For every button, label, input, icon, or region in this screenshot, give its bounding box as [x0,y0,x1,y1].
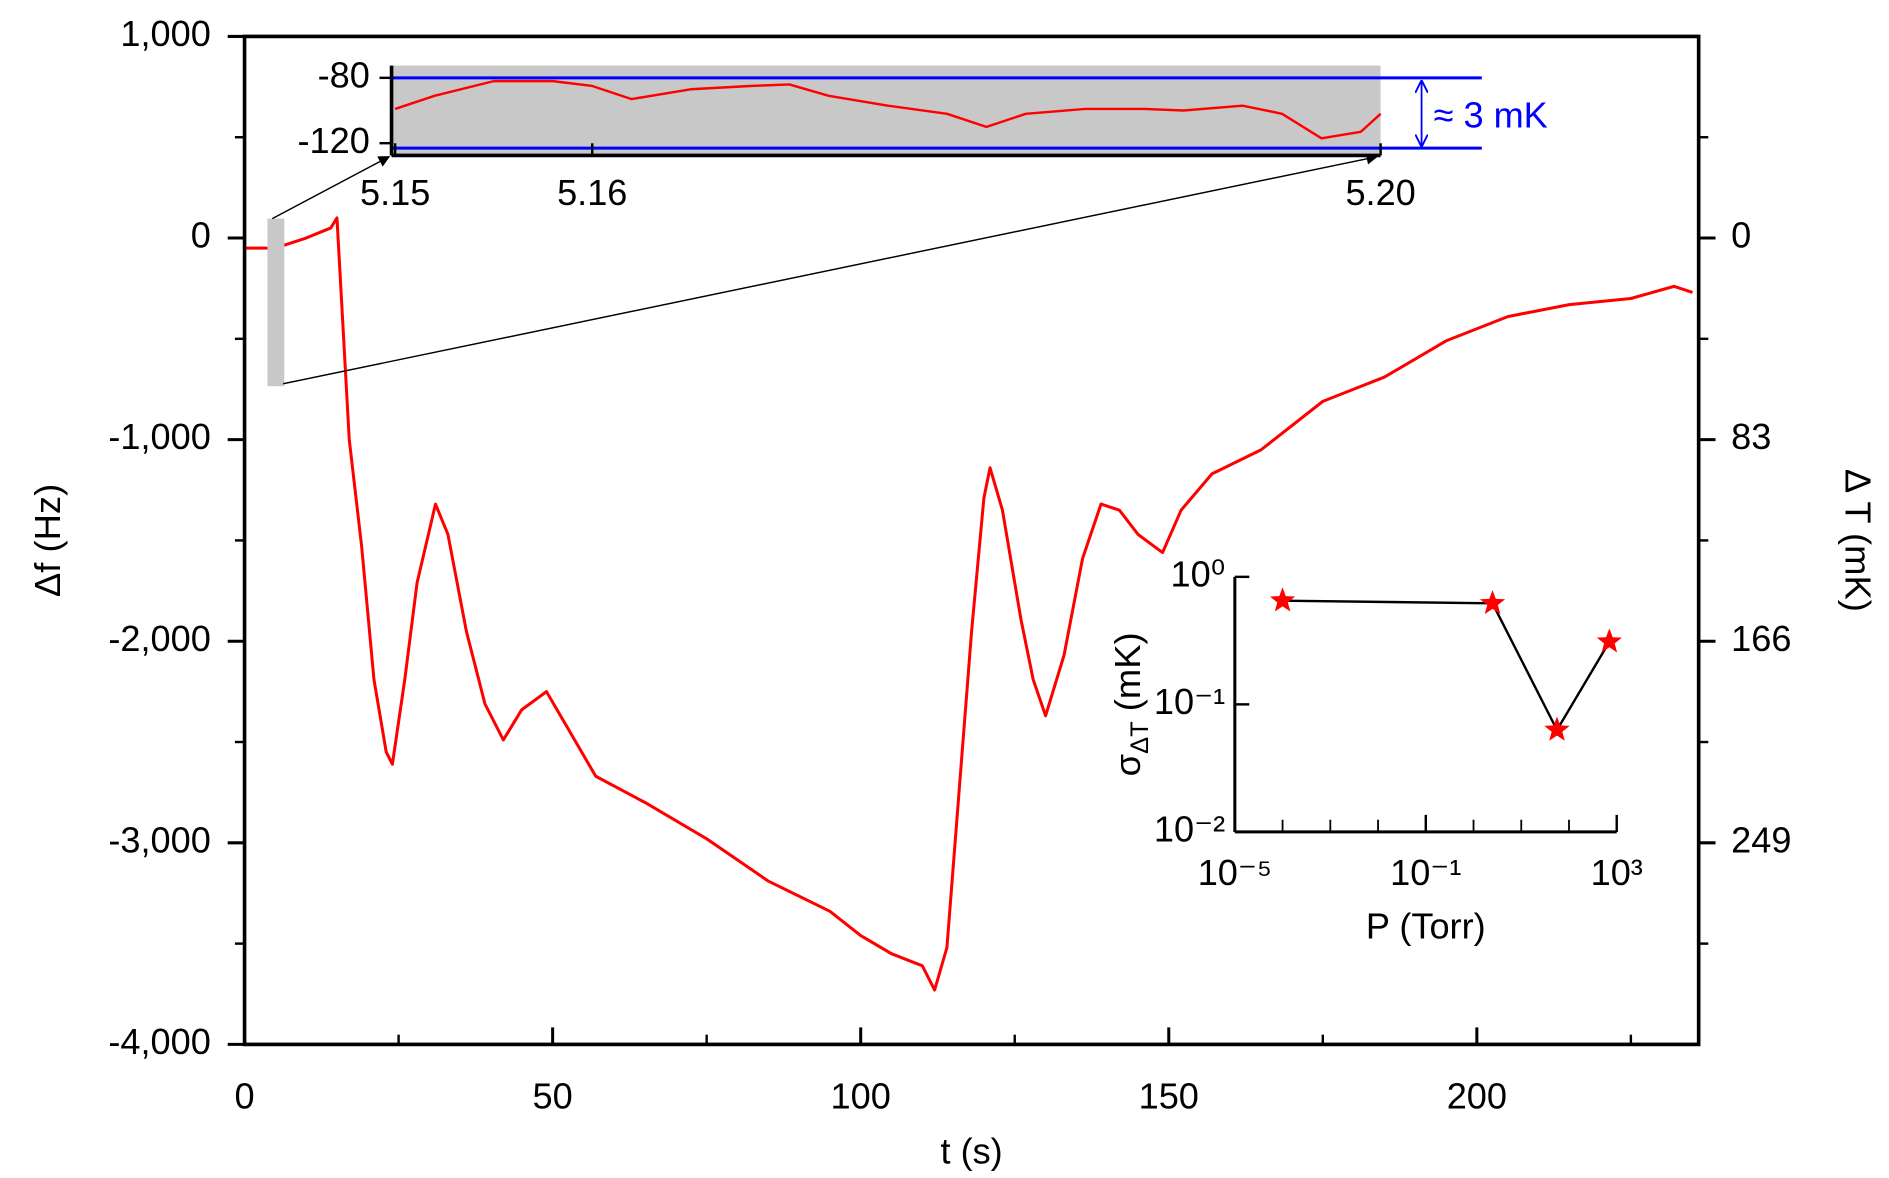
zoom-connector [271,156,391,220]
x-tick-label: 5.16 [557,172,627,213]
annotation: ≈ 3 mK [1434,94,1548,135]
y-tick-label: 0 [191,215,211,256]
y-tick-label: 1,000 [120,13,210,54]
y2-tick-label: 0 [1731,215,1751,256]
y-tick-label: 10⁰ [1171,553,1226,594]
y2-axis-label: Δ T (mK) [1838,469,1879,612]
y-label-symbol: σ [1107,754,1148,776]
main-plot: 0 50 100 150 200 1,000 0 -1,000 -2,000 -3,000 -4,0… [27,13,1878,1171]
y-axis-label: Δf (Hz) [27,484,68,597]
y-tick-label: -120 [298,120,370,161]
zoom-region [267,218,285,387]
x-tick-label: 5.20 [1345,172,1415,213]
star-marker [1544,716,1570,741]
y2-tick-label: 83 [1731,416,1771,457]
y2-tick-label: 249 [1731,819,1791,860]
x-tick-label: 50 [533,1076,573,1117]
data-line [394,79,1382,140]
y-label-sub: ΔT [1126,721,1154,754]
y-tick-label: 10⁻² [1154,808,1225,849]
zoom-connector [282,153,1379,385]
y-tick-label: -3,000 [108,819,210,860]
y-tick-label: 10⁻¹ [1154,681,1225,722]
x-tick-label: 10³ [1591,852,1643,893]
y-tick-label: -80 [318,54,370,95]
log-inset: 10⁻⁵ 10⁻¹ 10³ 10⁰ 10⁻¹ 10⁻² P (Torr) σΔT (mK) [1107,553,1643,946]
y-tick-label: -2,000 [108,618,210,659]
x-axis-label: t (s) [941,1130,1003,1171]
star-marker [1596,628,1622,653]
x-tick-label: 5.15 [360,172,430,213]
y2-tick-label: 166 [1731,618,1791,659]
zoom-inset: 5.15 5.16 5.20 -80 -120 ≈ 3 mK [298,54,1548,213]
x-tick-label: 200 [1447,1076,1507,1117]
x-tick-label: 10⁻¹ [1390,852,1461,893]
x-tick-label: 10⁻⁵ [1198,852,1272,893]
star-marker [1479,589,1506,615]
data-line [244,216,1693,992]
y-axis-label: σΔT (mK) [1107,632,1154,776]
x-tick-label: 0 [235,1076,255,1117]
data-line [1282,599,1611,732]
y-tick-label: -4,000 [108,1021,210,1062]
star-marker [1270,587,1296,612]
y-label-unit: (mK) [1107,632,1148,721]
x-axis-label: P (Torr) [1366,906,1486,947]
plot-frame [242,34,1701,1047]
y-tick-label: -1,000 [108,416,210,457]
x-tick-label: 150 [1139,1076,1199,1117]
x-tick-label: 100 [831,1076,891,1117]
